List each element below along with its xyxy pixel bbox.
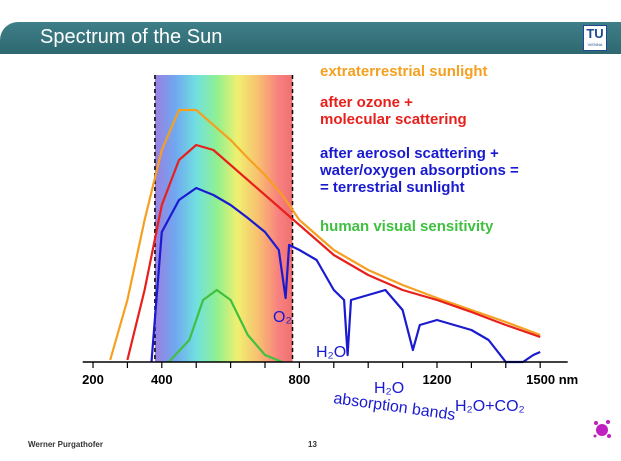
legend-entry: after ozone + molecular scattering	[320, 94, 467, 128]
splash-icon	[593, 420, 611, 438]
x-tick-label: 200	[82, 372, 104, 387]
legend-entry: extraterrestrial sunlight	[320, 63, 488, 80]
annotation: O₂	[273, 309, 292, 326]
logo-text: TU	[586, 26, 604, 41]
x-tick-label: 400	[151, 372, 173, 387]
title-bar	[0, 22, 621, 54]
annotation: H₂O	[374, 380, 404, 397]
footer-page: 13	[308, 440, 317, 449]
series-line	[150, 186, 541, 364]
footer-author: Werner Purgathofer	[28, 440, 103, 449]
logo: TU VIENNA	[583, 25, 607, 51]
visible-band	[154, 75, 293, 362]
x-tick-label: 1500 nm	[526, 372, 578, 387]
x-tick-label: 800	[289, 372, 311, 387]
annotation: H₂O+CO₂	[455, 398, 525, 415]
series-line	[167, 288, 283, 364]
series-line	[126, 143, 541, 361]
slide-title: Spectrum of the Sun	[40, 26, 223, 48]
logo-sub: VIENNA	[587, 42, 603, 47]
legend-entry: human visual sensitivity	[320, 218, 494, 235]
legend-entry: after aerosol scattering + water/oxygen …	[320, 145, 519, 196]
series-line	[109, 108, 541, 361]
annotation: H₂O	[316, 344, 346, 361]
x-tick-label: 1200	[423, 372, 452, 387]
